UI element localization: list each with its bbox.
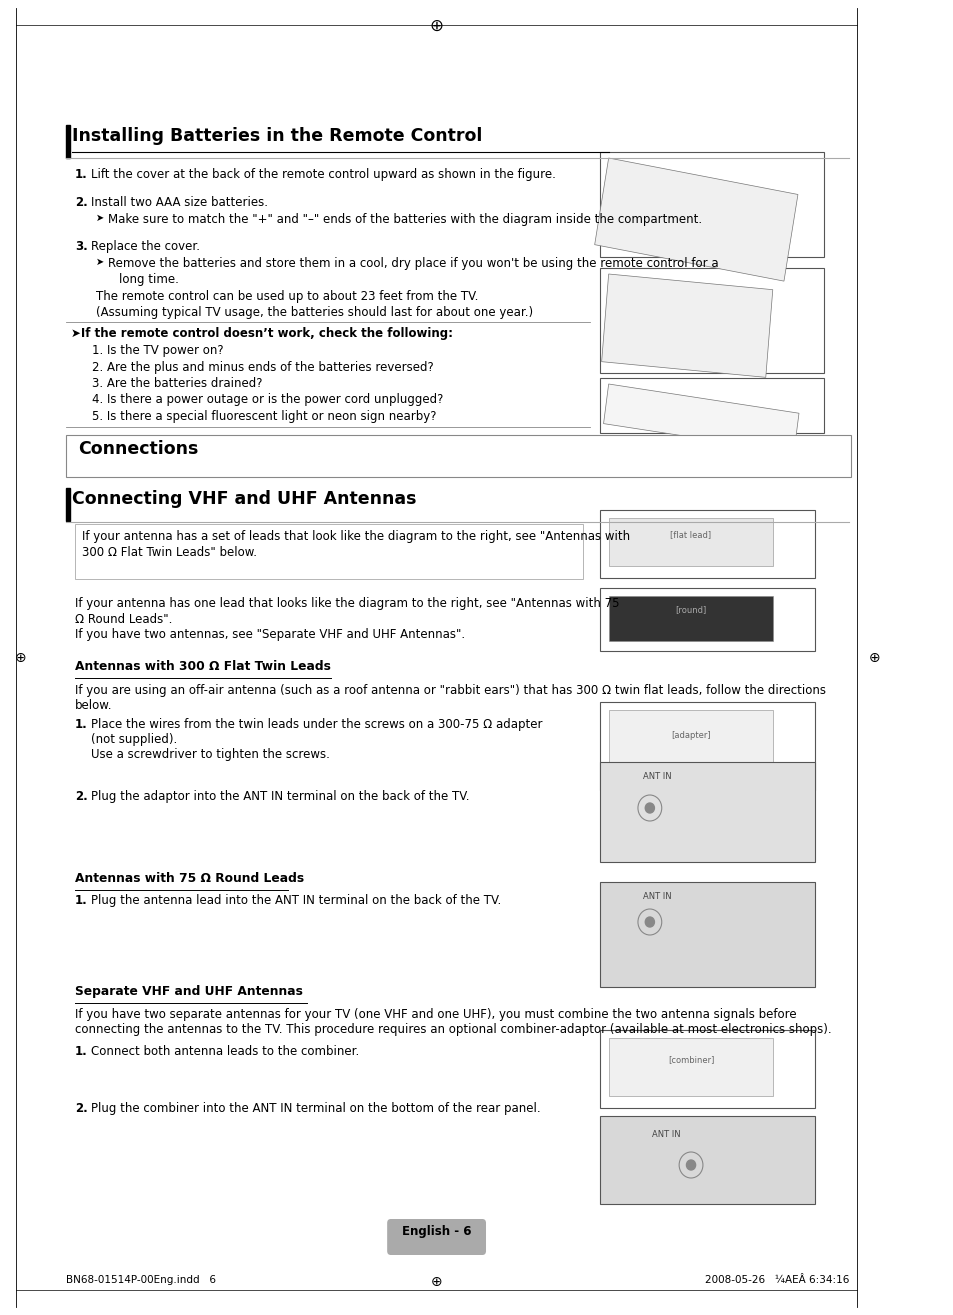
Text: [combiner]: [combiner]: [667, 1056, 714, 1065]
Text: Antennas with 300 Ω Flat Twin Leads: Antennas with 300 Ω Flat Twin Leads: [75, 660, 331, 673]
Text: Remove the batteries and store them in a cool, dry place if you won't be using t: Remove the batteries and store them in a…: [108, 256, 718, 270]
Text: Separate VHF and UHF Antennas: Separate VHF and UHF Antennas: [75, 985, 303, 998]
Bar: [598, 588, 814, 651]
Text: 1.: 1.: [75, 894, 88, 907]
Text: ➤: ➤: [96, 213, 104, 224]
Text: 2008-05-26   ¼AEÂ 6:34:16: 2008-05-26 ¼AEÂ 6:34:16: [704, 1276, 848, 1285]
Text: ➤If the remote control doesn’t work, check the following:: ➤If the remote control doesn’t work, che…: [71, 327, 453, 341]
Bar: [75, 523, 582, 579]
Bar: [608, 1038, 773, 1095]
Circle shape: [644, 803, 654, 813]
Text: below.: below.: [75, 700, 112, 711]
Bar: [594, 158, 797, 281]
Text: 3.: 3.: [75, 241, 88, 252]
Text: Plug the antenna lead into the ANT IN terminal on the back of the TV.: Plug the antenna lead into the ANT IN te…: [91, 894, 500, 907]
Bar: [598, 510, 814, 579]
Text: 2.: 2.: [75, 1102, 88, 1115]
Bar: [598, 702, 814, 790]
Text: long time.: long time.: [119, 274, 178, 285]
Text: ANT IN: ANT IN: [651, 1130, 679, 1139]
Text: English - 6: English - 6: [401, 1226, 471, 1237]
Text: If you have two antennas, see "Separate VHF and UHF Antennas".: If you have two antennas, see "Separate …: [75, 629, 465, 640]
Text: ⊕: ⊕: [431, 1276, 442, 1289]
Bar: [608, 710, 773, 778]
Bar: [598, 153, 822, 256]
Text: Connections: Connections: [78, 441, 198, 458]
Text: Connect both antenna leads to the combiner.: Connect both antenna leads to the combin…: [91, 1045, 358, 1059]
Text: If your antenna has one lead that looks like the diagram to the right, see "Ante: If your antenna has one lead that looks …: [75, 597, 618, 610]
Text: 2.: 2.: [75, 790, 88, 803]
Text: (not supplied).: (not supplied).: [91, 732, 176, 746]
Text: [round]: [round]: [675, 605, 706, 614]
FancyBboxPatch shape: [387, 1219, 485, 1255]
Text: Place the wires from the twin leads under the screws on a 300-75 Ω adapter: Place the wires from the twin leads unde…: [91, 718, 541, 731]
Text: Make sure to match the "+" and "–" ends of the batteries with the diagram inside: Make sure to match the "+" and "–" ends …: [108, 213, 701, 226]
Text: The remote control can be used up to about 23 feet from the TV.: The remote control can be used up to abo…: [96, 291, 478, 302]
Text: 1.: 1.: [75, 168, 88, 181]
Text: Replace the cover.: Replace the cover.: [91, 241, 199, 252]
Text: 3. Are the batteries drained?: 3. Are the batteries drained?: [91, 377, 262, 391]
Circle shape: [686, 1160, 695, 1170]
Bar: [66, 125, 70, 158]
Text: ANT IN: ANT IN: [642, 892, 671, 901]
Text: 300 Ω Flat Twin Leads" below.: 300 Ω Flat Twin Leads" below.: [82, 546, 257, 559]
Bar: [608, 518, 773, 565]
Text: ⊕: ⊕: [14, 651, 26, 665]
Text: connecting the antennas to the TV. This procedure requires an optional combiner-: connecting the antennas to the TV. This …: [75, 1023, 831, 1036]
Bar: [66, 435, 850, 477]
Text: If your antenna has a set of leads that look like the diagram to the right, see : If your antenna has a set of leads that …: [82, 530, 630, 543]
Text: If you are using an off-air antenna (such as a roof antenna or "rabbit ears") th: If you are using an off-air antenna (suc…: [75, 684, 825, 697]
Text: Plug the combiner into the ANT IN terminal on the bottom of the rear panel.: Plug the combiner into the ANT IN termin…: [91, 1102, 539, 1115]
Text: 1. Is the TV power on?: 1. Is the TV power on?: [91, 345, 223, 356]
Text: Installing Batteries in the Remote Control: Installing Batteries in the Remote Contr…: [72, 128, 482, 145]
Text: [flat lead]: [flat lead]: [670, 530, 711, 539]
Text: Connecting VHF and UHF Antennas: Connecting VHF and UHF Antennas: [72, 490, 416, 508]
Text: Antennas with 75 Ω Round Leads: Antennas with 75 Ω Round Leads: [75, 872, 304, 885]
Bar: [598, 761, 814, 863]
Bar: [608, 596, 773, 640]
Text: Plug the adaptor into the ANT IN terminal on the back of the TV.: Plug the adaptor into the ANT IN termina…: [91, 790, 469, 803]
Text: 1.: 1.: [75, 718, 88, 731]
Bar: [598, 1030, 814, 1109]
Text: Install two AAA size batteries.: Install two AAA size batteries.: [91, 196, 268, 209]
Text: 4. Is there a power outage or is the power cord unplugged?: 4. Is there a power outage or is the pow…: [91, 393, 442, 406]
Text: 1.: 1.: [75, 1045, 88, 1059]
Text: ⊕: ⊕: [867, 651, 879, 665]
Text: If you have two separate antennas for your TV (one VHF and one UHF), you must co: If you have two separate antennas for yo…: [75, 1009, 796, 1020]
Text: Lift the cover at the back of the remote control upward as shown in the figure.: Lift the cover at the back of the remote…: [91, 168, 555, 181]
Text: ANT IN: ANT IN: [642, 772, 671, 781]
Text: BN68-01514P-00Eng.indd   6: BN68-01514P-00Eng.indd 6: [66, 1276, 215, 1285]
Text: [adapter]: [adapter]: [671, 731, 710, 739]
Bar: [66, 488, 70, 521]
Bar: [598, 1116, 814, 1205]
Text: 2. Are the plus and minus ends of the batteries reversed?: 2. Are the plus and minus ends of the ba…: [91, 360, 433, 373]
Text: (Assuming typical TV usage, the batteries should last for about one year.): (Assuming typical TV usage, the batterie…: [96, 306, 533, 320]
Bar: [598, 268, 822, 373]
Bar: [598, 377, 822, 433]
Circle shape: [644, 917, 654, 927]
Text: ⊕: ⊕: [429, 17, 443, 36]
Text: 5. Is there a special fluorescent light or neon sign nearby?: 5. Is there a special fluorescent light …: [91, 410, 436, 423]
Text: 2.: 2.: [75, 196, 88, 209]
Bar: [603, 384, 799, 452]
Text: Ω Round Leads".: Ω Round Leads".: [75, 613, 172, 626]
Text: ➤: ➤: [96, 256, 104, 267]
Bar: [598, 882, 814, 988]
Text: Use a screwdriver to tighten the screws.: Use a screwdriver to tighten the screws.: [91, 748, 329, 761]
Bar: [601, 274, 772, 377]
